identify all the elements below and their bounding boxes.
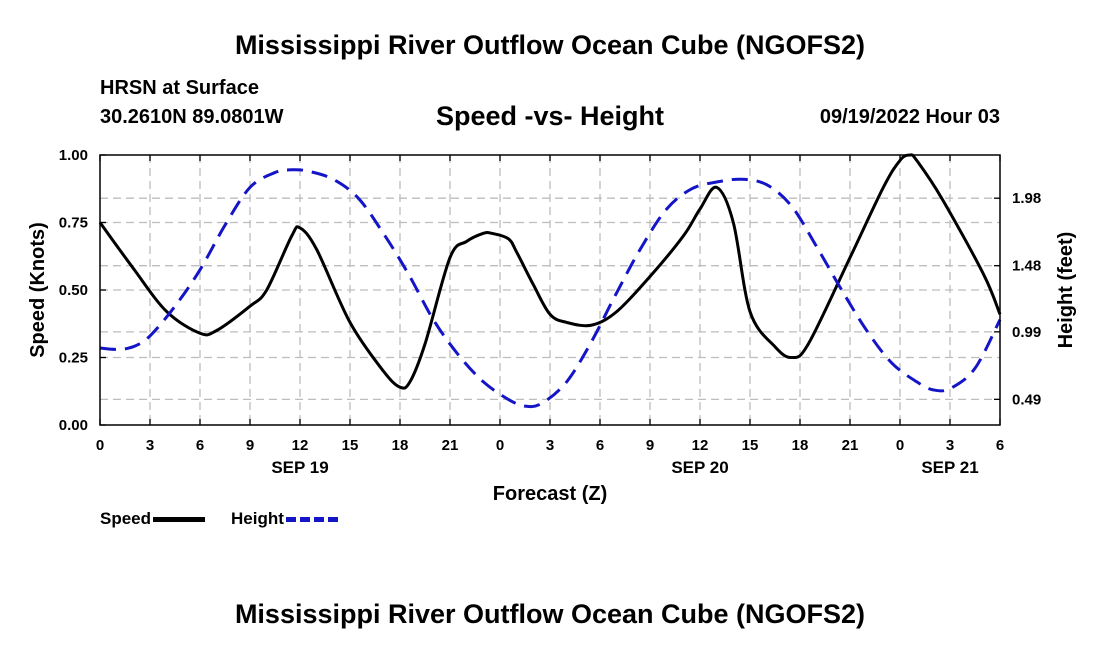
x-tick-label: 9: [246, 437, 254, 454]
y-tick-label: 0.50: [59, 282, 88, 299]
x-tick-label: 0: [896, 437, 904, 454]
legend-speed-label: Speed: [100, 509, 152, 528]
x-tick-label: 18: [392, 437, 409, 454]
date-label: SEP 19: [271, 458, 328, 477]
x-tick-label: 15: [342, 437, 359, 454]
x-tick-label: 0: [496, 437, 504, 454]
axis-layer: 0 3 6 9 12 15 18 21 0 3 6 9 12 15 18 21 0 3 6 SEP 19 SEP 20 S…: [59, 147, 1041, 477]
grid-layer: [100, 155, 1000, 425]
y2-tick-label: 1.48: [1012, 258, 1041, 275]
x-tick-label: 21: [442, 437, 459, 454]
y-tick-label: 1.00: [59, 147, 88, 164]
x-tick-label: 21: [842, 437, 859, 454]
date-label: SEP 20: [671, 458, 728, 477]
chart-subtitle: Speed -vs- Height: [435, 101, 665, 131]
x-tick-label: 15: [742, 437, 759, 454]
series-layer: [98, 153, 1002, 409]
y-tick-label: 0.25: [59, 350, 88, 367]
y-axis-label: Speed (Knots): [27, 222, 49, 358]
x-tick-label: 18: [792, 437, 809, 454]
y2-tick-label: 1.98: [1012, 190, 1041, 207]
x-tick-label: 0: [96, 437, 104, 454]
height-series-line: [99, 168, 1002, 409]
y-tick-label: 0.00: [59, 417, 88, 434]
chart-main-title: Mississippi River Outflow Ocean Cube (NG…: [234, 30, 866, 60]
x-tick-label: 12: [692, 437, 709, 454]
forecast-datetime: 09/19/2022 Hour 03: [819, 106, 1000, 128]
y2-tick-label: 0.49: [1012, 391, 1041, 408]
station-coordinates: 30.2610N 89.0801W: [100, 106, 284, 128]
x-tick-label: 6: [996, 437, 1004, 454]
x-tick-label: 6: [196, 437, 204, 454]
legend-height-swatch: [285, 516, 338, 522]
x-tick-label: 6: [596, 437, 604, 454]
x-tick-label: 9: [646, 437, 654, 454]
speed-series-line: [98, 153, 1002, 390]
y2-tick-label: 0.99: [1012, 324, 1041, 341]
x-tick-label: 12: [292, 437, 309, 454]
x-tick-label: 3: [946, 437, 954, 454]
y-tick-label: 0.75: [59, 215, 88, 232]
x-tick-label: 3: [546, 437, 554, 454]
date-label: SEP 21: [921, 458, 978, 477]
legend-height-label: Height: [231, 509, 284, 528]
x-tick-label: 3: [146, 437, 154, 454]
chart-bottom-title: Mississippi River Outflow Ocean Cube (NG…: [234, 599, 866, 629]
legend-speed: Speed: [100, 509, 206, 529]
y2-axis-label: Height (feet): [1055, 232, 1077, 349]
legend-height: Height: [231, 509, 338, 529]
x-axis-label: Forecast (Z): [493, 483, 607, 505]
station-label: HRSN at Surface: [100, 77, 259, 99]
legend-speed-swatch: [153, 516, 206, 522]
